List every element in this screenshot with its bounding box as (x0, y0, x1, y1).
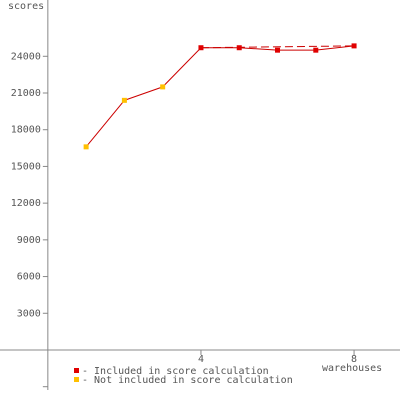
legend-swatch (74, 377, 79, 382)
reference-line (200, 45, 355, 49)
x-tick-label: 8 (351, 354, 357, 365)
y-tick-label: 24000 (11, 51, 41, 62)
point (313, 47, 319, 53)
score-line (85, 45, 355, 148)
point (236, 45, 242, 51)
point (160, 84, 166, 90)
legend-label: - Not included in score calculation (82, 375, 293, 386)
y-tick-label: 3000 (17, 308, 41, 319)
y-tick-label: 15000 (11, 161, 41, 172)
legend-label: - Included in score calculation (82, 366, 269, 377)
point (198, 45, 204, 51)
y-tick-label: 9000 (17, 235, 41, 246)
y-tick-label: 6000 (17, 272, 41, 283)
legend-swatch (74, 368, 79, 373)
point (83, 144, 89, 150)
y-tick-label: 18000 (11, 125, 41, 136)
x-tick-label: 4 (198, 354, 204, 365)
y-axis-label: scores (8, 1, 44, 12)
point (275, 47, 281, 53)
y-tick-label: 12000 (11, 198, 41, 209)
x-axis-label: warehouses (322, 363, 382, 374)
point (351, 43, 357, 49)
point (121, 97, 127, 103)
y-tick-label: 21000 (11, 88, 41, 99)
